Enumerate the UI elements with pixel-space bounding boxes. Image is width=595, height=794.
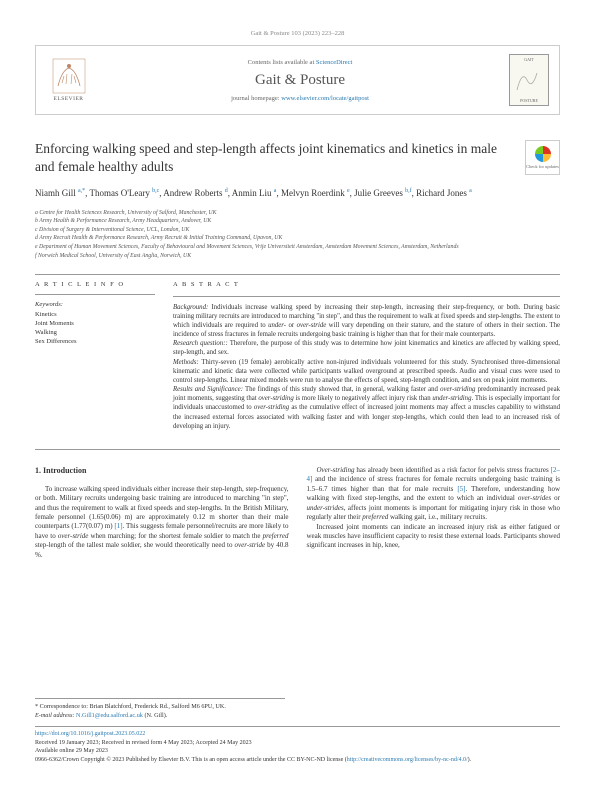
received-line: Received 19 January 2023; Received in re… <box>35 739 560 747</box>
keyword-item: Sex Differences <box>35 337 155 346</box>
journal-header-center: Contents lists available at ScienceDirec… <box>91 59 509 102</box>
keyword-item: Walking <box>35 328 155 337</box>
cover-bot: POSTURE <box>512 98 546 103</box>
contents-available: Contents lists available at ScienceDirec… <box>91 59 509 66</box>
divider <box>173 296 560 297</box>
corr-line1: * Correspondence to: Brian Blatchford, F… <box>35 703 285 712</box>
keywords-list: KineticsJoint MomentsWalkingSex Differen… <box>35 310 155 346</box>
article-info-head: A R T I C L E I N F O <box>35 281 155 288</box>
col2-text: Over-striding has already been identifie… <box>307 466 561 551</box>
doi-block: https://doi.org/10.1016/j.gaitpost.2023.… <box>35 726 560 764</box>
abstract-head: A B S T R A C T <box>173 281 560 290</box>
journal-name: Gait & Posture <box>91 72 509 89</box>
col-right: Over-striding has already been identifie… <box>307 466 561 560</box>
affiliation-item: b Army Health & Performance Research, Ar… <box>35 217 560 225</box>
crossmark-icon <box>535 146 551 162</box>
cc-link[interactable]: http://creativecommons.org/licenses/by-n… <box>347 757 468 763</box>
keywords-head: Keywords: <box>35 301 155 308</box>
col1-text: To increase walking speed individuals ei… <box>35 485 289 561</box>
article-info-box: A R T I C L E I N F O Keywords: Kinetics… <box>35 281 155 431</box>
body-para: To increase walking speed individuals ei… <box>35 485 289 561</box>
elsevier-text: ELSEVIER <box>54 96 84 102</box>
corr-post: (N. Gill). <box>143 712 167 719</box>
divider <box>35 274 560 275</box>
journal-cover-thumb: GAIT POSTURE <box>509 54 549 106</box>
body-para: Increased joint moments can indicate an … <box>307 523 561 551</box>
intro-head: 1. Introduction <box>35 466 289 477</box>
elsevier-logo: ELSEVIER <box>46 55 91 105</box>
correspondence: * Correspondence to: Brian Blatchford, F… <box>35 698 285 720</box>
article-title: Enforcing walking speed and step-length … <box>35 140 525 175</box>
abstract-para: Methods: Thirty-seven (19 female) aerobi… <box>173 358 560 386</box>
homepage-link[interactable]: www.elsevier.com/locate/gaitpost <box>281 95 369 102</box>
doi-link[interactable]: https://doi.org/10.1016/j.gaitpost.2023.… <box>35 731 145 737</box>
authors-list: Niamh Gill a,*, Thomas O'Leary b,c, Andr… <box>35 187 560 201</box>
avail-pre: Contents lists available at <box>248 59 316 66</box>
check-updates-badge[interactable]: Check for updates <box>525 140 560 175</box>
col-left: 1. Introduction To increase walking spee… <box>35 466 289 560</box>
body-columns: 1. Introduction To increase walking spee… <box>35 466 560 560</box>
keyword-item: Joint Moments <box>35 319 155 328</box>
abstract-para: Research question:: Therefore, the purpo… <box>173 339 560 357</box>
sciencedirect-link[interactable]: ScienceDirect <box>316 59 352 66</box>
corr-email-link[interactable]: N.Gill1@edu.salford.ac.uk <box>76 712 143 719</box>
abstract-para: Background: Individuals increase walking… <box>173 303 560 340</box>
corr-pre: E-mail address: <box>35 712 76 719</box>
affiliation-item: f Norwich Medical School, University of … <box>35 252 560 260</box>
affiliation-item: c Division of Surgery & Interventional S… <box>35 226 560 234</box>
journal-header-box: ELSEVIER Contents lists available at Sci… <box>35 45 560 115</box>
affiliation-item: e Department of Human Movement Sciences,… <box>35 243 560 251</box>
journal-homepage: journal homepage: www.elsevier.com/locat… <box>91 95 509 102</box>
online-line: Available online 29 May 2023 <box>35 747 560 755</box>
hp-pre: journal homepage: <box>231 95 281 102</box>
cover-top: GAIT <box>512 57 546 62</box>
divider <box>35 294 155 295</box>
abstract-body: Background: Individuals increase walking… <box>173 303 560 431</box>
body-para: Over-striding has already been identifie… <box>307 466 561 523</box>
affiliation-item: d Army Recruit Health & Performance Rese… <box>35 234 560 242</box>
corr-line2: E-mail address: N.Gill1@edu.salford.ac.u… <box>35 712 285 721</box>
keyword-item: Kinetics <box>35 310 155 319</box>
affiliations-list: a Centre for Health Sciences Research, U… <box>35 209 560 260</box>
page-header-citation: Gait & Posture 103 (2023) 223–228 <box>35 30 560 37</box>
copyright-line: 0966-6362/Crown Copyright © 2023 Publish… <box>35 756 560 764</box>
check-updates-label: Check for updates <box>526 164 559 169</box>
copyright-post: ). <box>468 757 472 763</box>
affiliation-item: a Centre for Health Sciences Research, U… <box>35 209 560 217</box>
abstract-para: Results and Significance: The findings o… <box>173 385 560 431</box>
divider <box>35 449 560 450</box>
abstract-box: A B S T R A C T Background: Individuals … <box>173 281 560 431</box>
copyright-text: 0966-6362/Crown Copyright © 2023 Publish… <box>35 757 347 763</box>
footer-block: * Correspondence to: Brian Blatchford, F… <box>35 698 560 764</box>
